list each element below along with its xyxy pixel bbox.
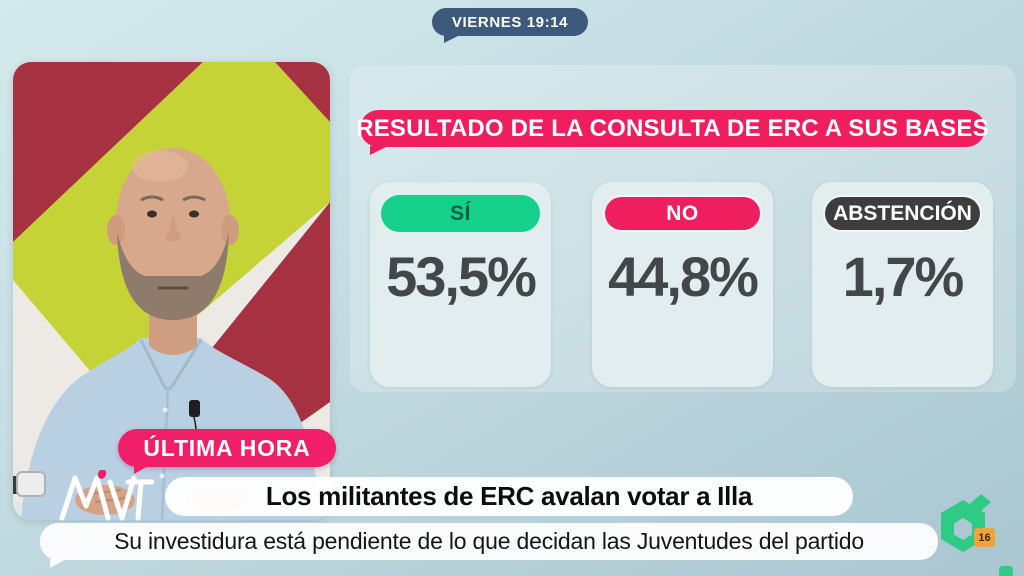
- subheadline-banner: Su investidura está pendiente de lo que …: [40, 523, 938, 568]
- subheadline-text: Su investidura está pendiente de lo que …: [114, 528, 864, 554]
- mvt-show-logo-icon: [58, 470, 154, 522]
- result-card-no: NO 44,8%: [592, 182, 773, 387]
- headline-banner: Los militantes de ERC avalan votar a Ill…: [165, 477, 853, 516]
- result-label-abstention: ABSTENCIÓN: [833, 201, 972, 225]
- result-card-abstention: ABSTENCIÓN 1,7%: [812, 182, 993, 387]
- time-bubble: VIERNES 19:14: [432, 8, 588, 43]
- time-bubble-text: VIERNES 19:14: [451, 13, 569, 31]
- results-title-banner: RESULTADO DE LA CONSULTA DE ERC A SUS BA…: [356, 110, 989, 155]
- result-label-no: NO: [666, 201, 699, 225]
- corner-green-dot: [999, 566, 1013, 576]
- ultima-hora-badge: ÚLTIMA HORA: [118, 429, 336, 474]
- result-card-yes: SÍ 53,5%: [370, 182, 551, 387]
- result-value-abstention: 1,7%: [842, 245, 965, 308]
- result-value-no: 44,8%: [608, 245, 759, 308]
- result-label-yes: SÍ: [450, 201, 471, 225]
- result-pill-abstention: ABSTENCIÓN: [823, 195, 982, 232]
- headline-text: Los militantes de ERC avalan votar a Ill…: [265, 481, 753, 511]
- ultima-hora-text: ÚLTIMA HORA: [143, 434, 311, 461]
- result-value-yes: 53,5%: [386, 245, 537, 308]
- results-title-text: RESULTADO DE LA CONSULTA DE ERC A SUS BA…: [356, 114, 989, 142]
- age-rating-badge: 16: [974, 528, 995, 547]
- result-pill-yes: SÍ: [381, 195, 540, 232]
- age-rating-text: 16: [978, 531, 991, 544]
- result-pill-no: NO: [603, 195, 762, 232]
